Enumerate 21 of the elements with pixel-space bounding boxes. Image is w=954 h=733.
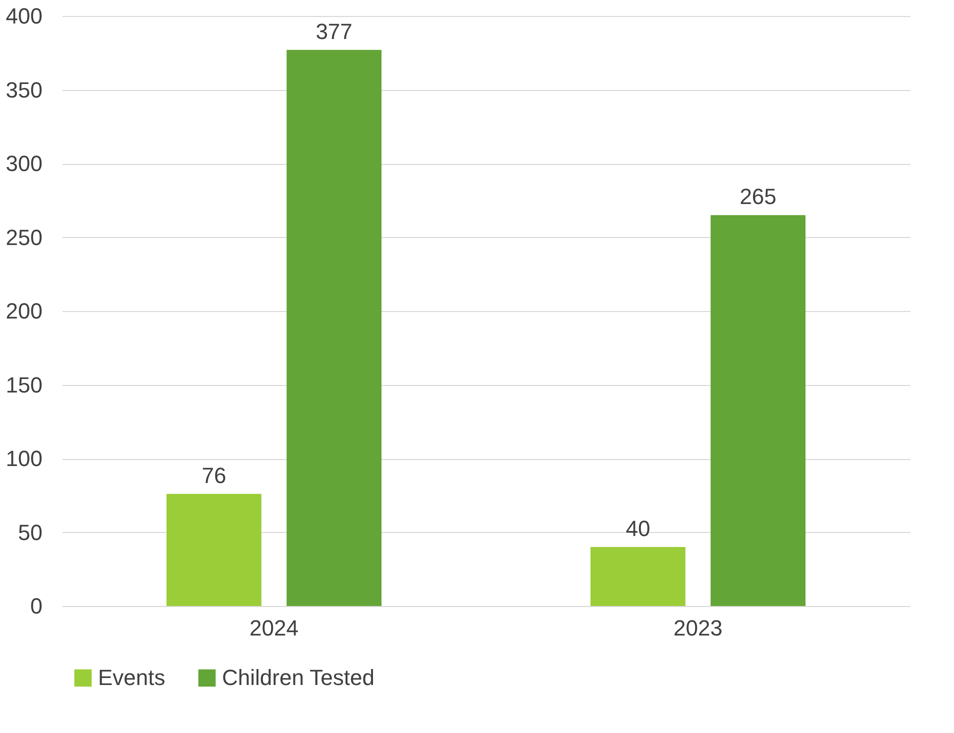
- legend-label: Events: [98, 665, 166, 690]
- y-tick-label: 250: [6, 224, 42, 250]
- y-tick-label: 150: [6, 372, 42, 398]
- data-label: 40: [626, 516, 650, 541]
- x-tick-label: 2024: [250, 616, 298, 640]
- data-label: 76: [202, 462, 226, 488]
- y-tick-label: 200: [6, 298, 42, 324]
- bar: [286, 50, 382, 606]
- y-tick-label: 350: [6, 77, 42, 102]
- bar: [590, 547, 686, 606]
- legend-label: Children Tested: [222, 665, 374, 690]
- y-tick-label: 100: [6, 446, 42, 471]
- data-label: 265: [740, 184, 776, 210]
- y-tick-label: 400: [6, 4, 42, 28]
- y-tick-label: 50: [18, 520, 42, 545]
- data-label: 377: [316, 18, 352, 44]
- bar: [166, 494, 262, 606]
- y-tick-label: 300: [6, 151, 42, 176]
- y-tick-label: 0: [30, 594, 42, 618]
- x-tick-label: 2023: [674, 616, 722, 640]
- bar: [710, 215, 806, 606]
